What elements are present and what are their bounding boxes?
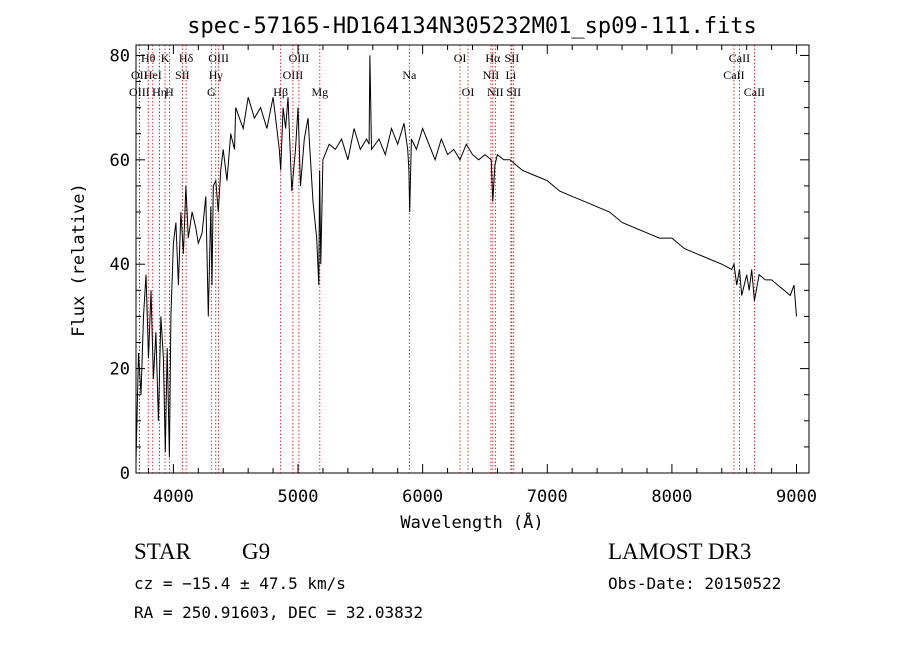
line-label-oiii: OIII <box>208 51 229 65</box>
object-class: STAR <box>134 539 191 564</box>
line-label-k: K <box>161 51 170 65</box>
line-label-sii: SII <box>506 85 521 99</box>
x-tick-label: 7000 <box>527 487 568 507</box>
y-tick-label: 20 <box>110 360 130 380</box>
y-tick-label: 40 <box>110 255 130 275</box>
line-label-nii: NII <box>483 68 500 82</box>
line-label-g: G <box>207 85 216 99</box>
emission-line-markers <box>138 45 755 473</box>
x-tick-label: 4000 <box>153 487 194 507</box>
line-label-h: H <box>165 85 174 99</box>
x-tick-label: 8000 <box>651 487 692 507</box>
x-axis-ticks: 4000 5000 6000 7000 8000 9000 <box>147 45 817 507</box>
y-axis-ticks: 0 20 40 60 80 <box>110 46 809 484</box>
line-label-sii: SII <box>175 68 190 82</box>
y-tick-label: 60 <box>110 151 130 171</box>
line-label-oiii: OIII <box>283 68 304 82</box>
line-label-hθ: Hθ <box>141 51 156 65</box>
line-label-hδ: Hδ <box>179 51 194 65</box>
line-label-oii: OII <box>131 68 148 82</box>
spectrum-chart: spec-57165-HD164134N305232M01_sp09-111.f… <box>69 14 817 533</box>
survey-name: LAMOST DR3 <box>608 539 752 564</box>
line-label-oi: OI <box>454 51 467 65</box>
coordinates: RA = 250.91603, DEC = 32.03832 <box>134 603 423 622</box>
line-label-hα: Hα <box>485 51 501 65</box>
line-label-na: Na <box>402 68 417 82</box>
line-label-oi: OI <box>462 85 475 99</box>
line-label-caii: CaII <box>723 68 744 82</box>
y-axis-label: Flux (relative) <box>69 183 89 337</box>
line-label-hη: Hη <box>152 85 167 99</box>
line-label-hei: HeI <box>144 68 162 82</box>
line-label-caii: CaII <box>729 51 750 65</box>
line-label-mg: Mg <box>311 85 328 99</box>
line-label-caii: CaII <box>744 85 765 99</box>
x-tick-label: 6000 <box>402 487 443 507</box>
x-tick-label: 9000 <box>776 487 817 507</box>
line-label-hγ: Hγ <box>209 68 224 82</box>
line-label-nii: NII <box>487 85 504 99</box>
x-tick-label: 5000 <box>278 487 319 507</box>
line-label-li: Li <box>506 68 517 82</box>
line-label-oiii: OIII <box>289 51 310 65</box>
y-tick-label: 0 <box>120 464 130 484</box>
chart-title: spec-57165-HD164134N305232M01_sp09-111.f… <box>187 14 757 39</box>
line-label-oiii: OIII <box>129 85 150 99</box>
object-subclass: G9 <box>242 539 271 564</box>
spectrum-line <box>135 55 797 463</box>
y-tick-label: 80 <box>110 46 130 66</box>
line-label-hβ: Hβ <box>273 85 288 99</box>
redshift-cz: cz = −15.4 ± 47.5 km/s <box>134 574 346 593</box>
line-label-sii: SII <box>505 51 520 65</box>
observation-date: Obs-Date: 20150522 <box>608 574 782 593</box>
x-axis-label: Wavelength (Å) <box>400 511 543 533</box>
